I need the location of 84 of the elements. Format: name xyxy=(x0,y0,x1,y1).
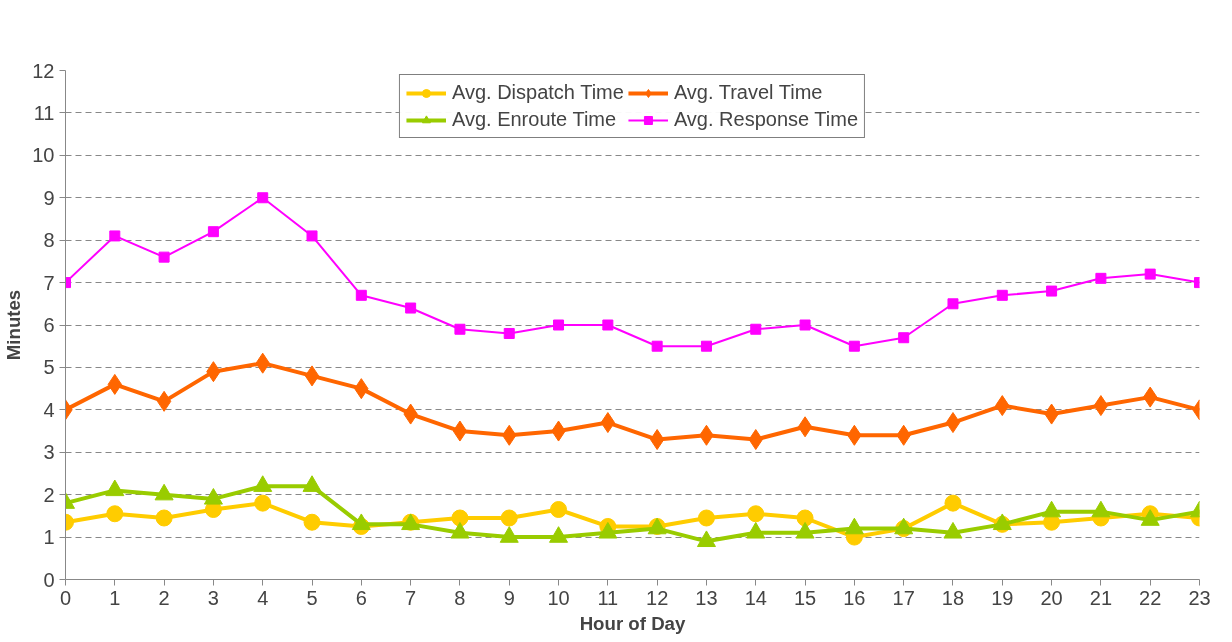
y-tick-label: 1 xyxy=(43,526,55,549)
point xyxy=(651,340,663,352)
x-tick-label: 1 xyxy=(109,586,121,609)
y-tick-label: 11 xyxy=(33,101,55,124)
point xyxy=(799,319,811,331)
y-tick-label: 3 xyxy=(43,441,55,464)
y-tick-label: 4 xyxy=(43,398,55,421)
point xyxy=(898,332,910,344)
x-tick-label: 11 xyxy=(597,586,619,609)
x-tick-label: 17 xyxy=(892,586,915,609)
point xyxy=(306,230,318,242)
y-tick-label: 5 xyxy=(43,356,55,379)
y-tick-label: 6 xyxy=(43,314,55,336)
point xyxy=(1093,395,1109,417)
x-tick-label: 2 xyxy=(158,586,170,609)
point xyxy=(797,416,813,438)
point xyxy=(700,340,712,352)
y-tick-label: 10 xyxy=(32,144,55,167)
x-tick-label: 21 xyxy=(1089,586,1113,609)
y-tick-label: 7 xyxy=(43,271,55,294)
x-tick-label: 6 xyxy=(355,586,367,609)
point xyxy=(304,365,320,387)
x-tick-label: 20 xyxy=(1040,586,1063,609)
x-tick-label: 16 xyxy=(843,586,866,609)
point xyxy=(254,494,272,512)
point xyxy=(697,509,715,527)
point xyxy=(451,509,469,527)
point xyxy=(355,289,367,301)
x-tick-label: 23 xyxy=(1188,586,1211,609)
x-tick-label: 15 xyxy=(793,586,817,609)
x-tick-label: 13 xyxy=(695,586,718,609)
point xyxy=(947,298,959,310)
point xyxy=(155,509,173,527)
y-tick-label: 12 xyxy=(32,59,55,82)
point xyxy=(500,509,518,527)
point xyxy=(550,501,568,518)
point xyxy=(945,412,961,434)
x-tick-label: 4 xyxy=(257,586,269,609)
point xyxy=(109,230,121,242)
point xyxy=(600,412,616,434)
x-tick-label: 7 xyxy=(405,586,417,609)
y-tick-label: 9 xyxy=(43,186,55,209)
point xyxy=(1095,272,1107,284)
legend-label: Avg. Response Time xyxy=(673,108,859,131)
point xyxy=(747,505,765,523)
point xyxy=(156,390,172,412)
x-tick-label: 5 xyxy=(306,586,318,609)
y-tick-label: 2 xyxy=(43,483,55,506)
point xyxy=(1144,268,1156,280)
legend-label: Avg. Dispatch Time xyxy=(451,81,624,104)
legend-label: Avg. Enroute Time xyxy=(451,108,617,131)
point xyxy=(602,319,614,331)
point xyxy=(454,323,466,335)
point xyxy=(750,323,762,335)
point xyxy=(649,429,665,451)
y-axis-title: Minutes xyxy=(3,289,25,361)
point xyxy=(996,289,1008,301)
point xyxy=(158,251,170,263)
point xyxy=(944,494,962,512)
x-tick-label: 0 xyxy=(59,586,72,609)
point xyxy=(106,505,124,523)
x-tick-label: 10 xyxy=(547,586,570,609)
point xyxy=(207,226,219,238)
x-axis-title: Hour of Day xyxy=(579,612,686,634)
point xyxy=(553,319,565,331)
point xyxy=(303,513,321,531)
point xyxy=(503,327,515,339)
point xyxy=(848,340,860,352)
x-tick-label: 3 xyxy=(207,586,219,609)
x-tick-label: 12 xyxy=(646,586,669,609)
x-tick-label: 19 xyxy=(991,586,1014,609)
point xyxy=(257,192,269,204)
x-tick-label: 9 xyxy=(503,586,515,609)
x-tick-label: 18 xyxy=(941,586,965,609)
x-tick-label: 14 xyxy=(744,586,767,609)
y-tick-label: 0 xyxy=(43,568,55,591)
x-tick-label: 22 xyxy=(1139,586,1162,609)
x-tick-label: 8 xyxy=(454,586,466,609)
y-tick-label: 8 xyxy=(43,229,55,252)
point xyxy=(405,302,417,314)
point xyxy=(1046,285,1058,297)
point xyxy=(796,509,814,527)
point xyxy=(452,420,468,442)
legend-label: Avg. Travel Time xyxy=(673,81,823,104)
